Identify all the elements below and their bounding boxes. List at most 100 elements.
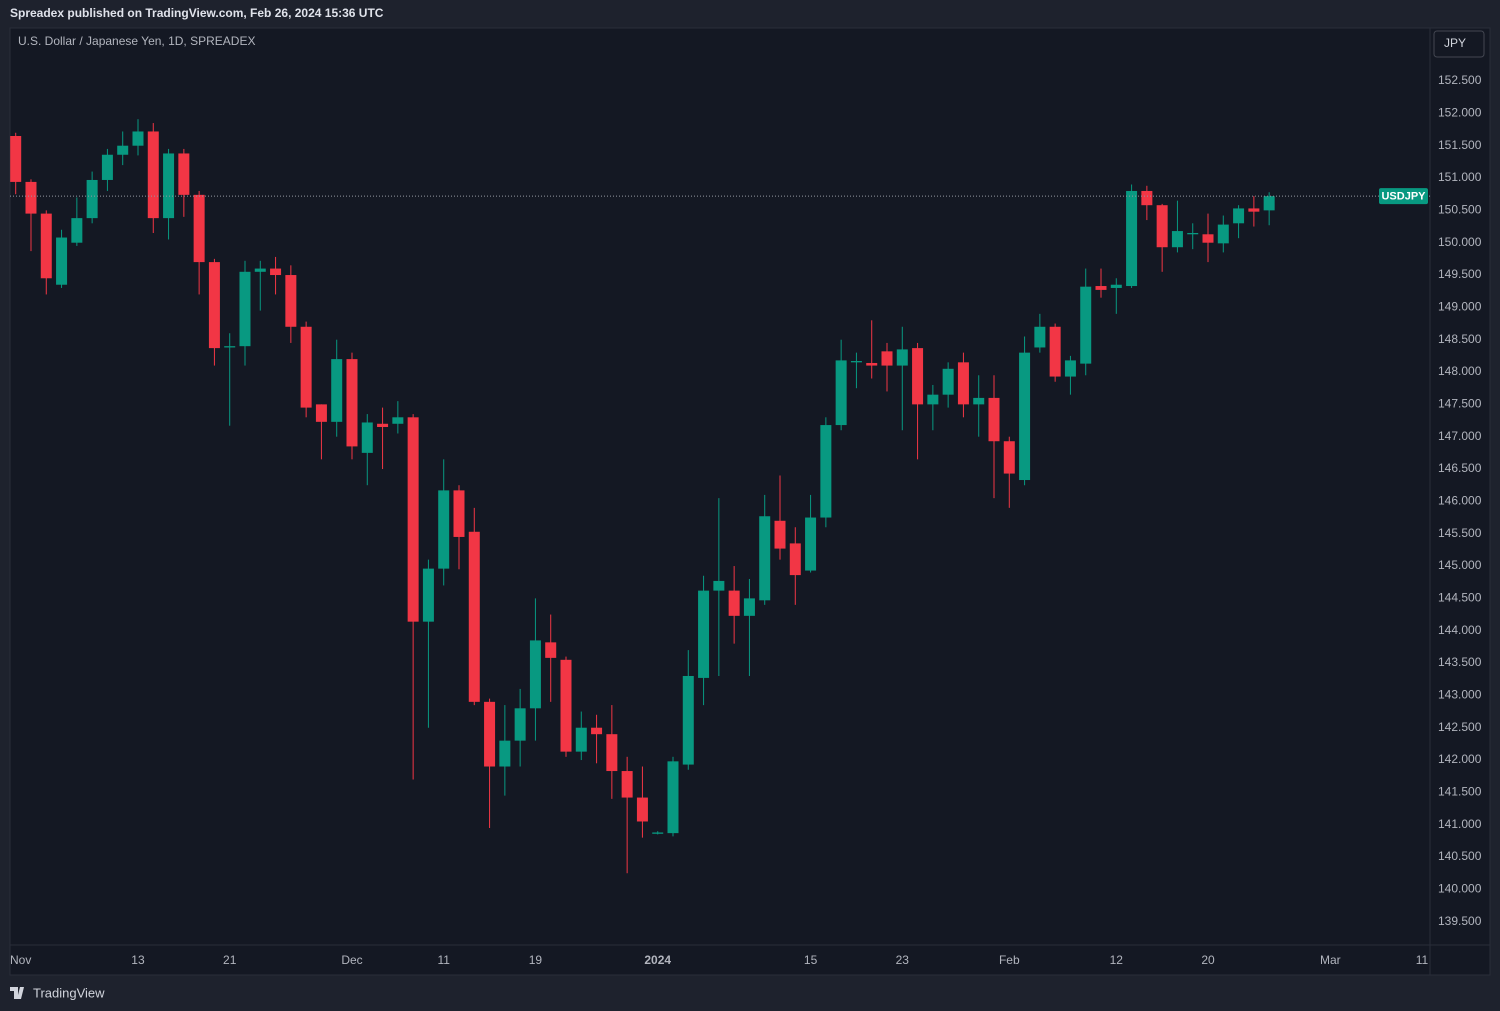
price-label-box bbox=[1379, 188, 1428, 205]
candle-body bbox=[1126, 190, 1138, 287]
candle-body bbox=[468, 531, 480, 702]
candle-body bbox=[850, 361, 862, 363]
candle-body bbox=[652, 832, 664, 834]
x-tick-label: Mar bbox=[1320, 953, 1341, 967]
x-tick-label: 23 bbox=[896, 953, 910, 967]
candle-body bbox=[361, 422, 373, 453]
y-tick-label: 148.000 bbox=[1438, 364, 1482, 378]
candle-body bbox=[1095, 286, 1107, 290]
candle-body bbox=[1233, 208, 1245, 224]
candle-body bbox=[499, 740, 511, 767]
candle-body bbox=[331, 359, 343, 422]
candle-body bbox=[1187, 232, 1199, 235]
candle-body bbox=[438, 490, 450, 569]
x-tick-label: 11 bbox=[437, 953, 450, 967]
candle-body bbox=[805, 517, 817, 571]
candle-body bbox=[973, 397, 985, 405]
candle-body bbox=[254, 268, 266, 272]
candle-body bbox=[10, 135, 22, 182]
y-tick-label: 141.000 bbox=[1438, 817, 1482, 831]
candle-body bbox=[759, 516, 771, 601]
y-tick-label: 147.500 bbox=[1438, 397, 1482, 411]
candle-body bbox=[484, 701, 496, 767]
candle-body bbox=[208, 262, 220, 349]
y-tick-label: 142.000 bbox=[1438, 752, 1482, 766]
y-tick-label: 145.000 bbox=[1438, 558, 1482, 572]
y-tick-label: 143.000 bbox=[1438, 688, 1482, 702]
x-tick-label: Nov bbox=[10, 953, 31, 967]
x-tick-label: Dec bbox=[341, 953, 362, 967]
candle-body bbox=[392, 417, 404, 424]
candle-body bbox=[743, 598, 755, 616]
candle-body bbox=[514, 708, 526, 741]
candle-body bbox=[422, 568, 434, 622]
candle-body bbox=[56, 237, 68, 285]
x-tick-label: 2024 bbox=[644, 953, 671, 967]
candle-body bbox=[636, 797, 648, 822]
x-tick-label: 13 bbox=[131, 953, 145, 967]
candle-body bbox=[1248, 208, 1260, 212]
candle-body bbox=[881, 351, 893, 366]
chart-title: U.S. Dollar / Japanese Yen, 1D, SPREADEX bbox=[18, 34, 255, 48]
candle-body bbox=[1080, 286, 1092, 364]
x-tick-label: 12 bbox=[1110, 953, 1124, 967]
candle-body bbox=[239, 271, 251, 347]
candle-body bbox=[163, 153, 175, 219]
candle-body bbox=[591, 727, 603, 735]
candle-body bbox=[560, 659, 572, 752]
candle-body bbox=[147, 131, 159, 219]
candle-body bbox=[682, 675, 694, 765]
candle-body bbox=[1110, 284, 1122, 288]
y-tick-label: 140.000 bbox=[1438, 882, 1482, 896]
x-tick-label: 21 bbox=[223, 953, 237, 967]
tradingview-logo: TradingView bbox=[10, 985, 105, 1000]
candle-body bbox=[285, 275, 297, 327]
candle-body bbox=[866, 362, 878, 366]
y-tick-label: 149.000 bbox=[1438, 300, 1482, 314]
candle-body bbox=[377, 423, 389, 428]
candle-body bbox=[835, 360, 847, 426]
x-tick-label: 19 bbox=[529, 953, 543, 967]
x-tick-label: 20 bbox=[1201, 953, 1215, 967]
x-tick-label: 15 bbox=[804, 953, 818, 967]
candle-body bbox=[713, 580, 725, 591]
candle-body bbox=[1263, 196, 1275, 211]
brand: TradingView bbox=[33, 985, 105, 1000]
y-tick-label: 145.500 bbox=[1438, 526, 1482, 540]
candle-body bbox=[132, 131, 144, 146]
candle-body bbox=[988, 397, 1000, 442]
currency-button[interactable] bbox=[1433, 30, 1485, 58]
candle-body bbox=[1019, 352, 1031, 481]
y-tick-label: 151.000 bbox=[1438, 170, 1482, 184]
y-tick-label: 144.500 bbox=[1438, 591, 1482, 605]
y-tick-label: 152.500 bbox=[1438, 73, 1482, 87]
candle-body bbox=[1003, 441, 1015, 474]
y-tick-label: 144.000 bbox=[1438, 623, 1482, 637]
candle-body bbox=[606, 734, 618, 772]
candle-body bbox=[896, 349, 908, 366]
candle-body bbox=[407, 417, 419, 622]
candle-body bbox=[1156, 205, 1168, 248]
candle-body bbox=[453, 490, 465, 537]
candle-body bbox=[86, 179, 98, 219]
logo-icon bbox=[10, 987, 24, 999]
chart-panel bbox=[9, 27, 1491, 976]
y-tick-label: 146.500 bbox=[1438, 461, 1482, 475]
candle-body bbox=[1034, 326, 1046, 348]
y-tick-label: 152.000 bbox=[1438, 106, 1482, 120]
currency-label[interactable]: JPY bbox=[1444, 36, 1466, 50]
y-tick-label: 147.000 bbox=[1438, 429, 1482, 443]
candle-body bbox=[820, 425, 832, 518]
y-tick-label: 139.500 bbox=[1438, 914, 1482, 928]
y-tick-label: 140.500 bbox=[1438, 849, 1482, 863]
x-tick-label: Feb bbox=[999, 953, 1020, 967]
candle-body bbox=[774, 520, 786, 549]
candle-body bbox=[101, 154, 113, 180]
candle-body bbox=[927, 394, 939, 405]
price-label: USDJPY bbox=[1381, 191, 1426, 203]
candle-body bbox=[545, 642, 557, 658]
candle-body bbox=[942, 368, 954, 395]
candle-body bbox=[1141, 190, 1153, 206]
